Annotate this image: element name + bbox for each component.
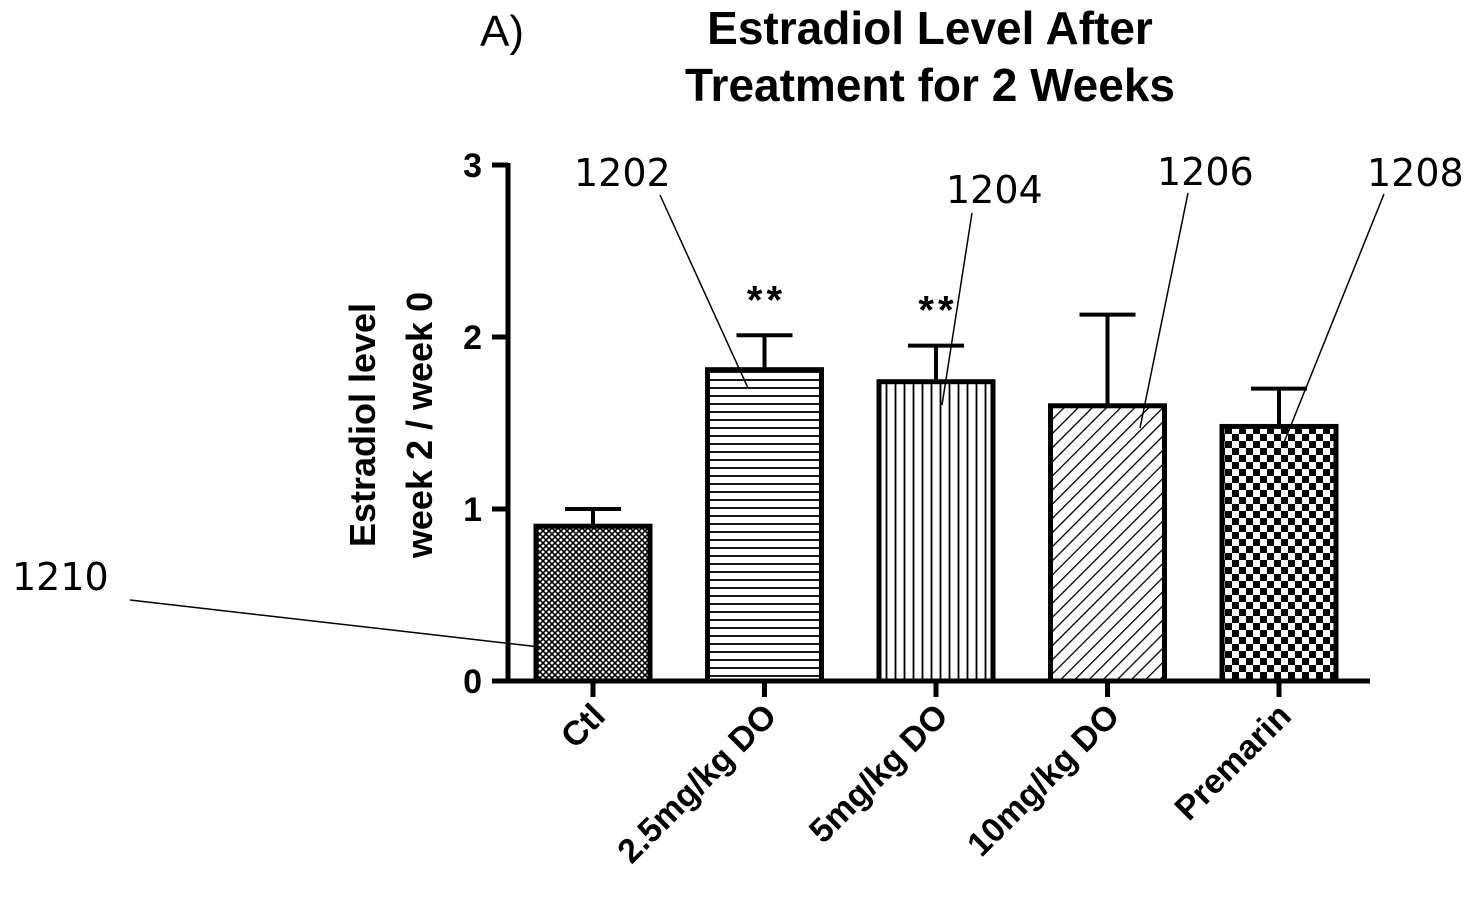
y-tick-label-2: 2 xyxy=(463,319,482,357)
bar-5mg-kg-do xyxy=(879,382,993,681)
callout-label-1204: 1204 xyxy=(946,168,1043,212)
y-axis-label-line-1: Estradiol level xyxy=(342,303,383,547)
y-ticks: 0 1 2 3 xyxy=(463,147,508,701)
bars-group: ** ** xyxy=(536,278,1336,681)
callout-leader-1206 xyxy=(1140,193,1188,428)
callout-leader-1202 xyxy=(660,195,748,388)
y-axis-label-line-2: week 2 / week 0 xyxy=(399,292,440,559)
chart-title-line-2: Treatment for 2 Weeks xyxy=(685,59,1175,111)
callout-label-1210: 1210 xyxy=(12,555,109,599)
x-tick-label-premarin: Premarin xyxy=(1168,697,1299,828)
x-tick-label-10mg-kg-do: 10mg/kg DO xyxy=(960,697,1127,864)
x-tick-label-2-5mg-kg-do: 2.5mg/kg DO xyxy=(610,697,784,871)
x-ticks: Ctl2.5mg/kg DO5mg/kg DO10mg/kg DO Premari… xyxy=(554,681,1299,871)
significance-marker-5mg-kg-do: ** xyxy=(918,289,957,333)
significance-marker-2-5mg-kg-do: ** xyxy=(747,278,786,322)
y-tick-label-0: 0 xyxy=(463,663,482,701)
x-tick-label-ctl: Ctl xyxy=(554,697,613,756)
bar-10mg-kg-do xyxy=(1051,406,1165,681)
callout-label-1208: 1208 xyxy=(1367,151,1464,195)
panel-label: A) xyxy=(480,7,524,56)
bar-ctl xyxy=(536,526,650,681)
callout-leader-1210 xyxy=(130,600,540,647)
callout-label-1202: 1202 xyxy=(574,151,671,195)
callout-label-1206: 1206 xyxy=(1157,150,1254,194)
callout-leader-1208 xyxy=(1283,194,1384,445)
y-tick-label-3: 3 xyxy=(463,147,482,185)
bar-2-5mg-kg-do xyxy=(708,370,822,681)
y-tick-label-1: 1 xyxy=(463,491,482,529)
bar-premarin xyxy=(1222,426,1336,681)
x-tick-label-5mg-kg-do: 5mg/kg DO xyxy=(802,697,956,851)
chart-title-line-1: Estradiol Level After xyxy=(707,2,1153,54)
